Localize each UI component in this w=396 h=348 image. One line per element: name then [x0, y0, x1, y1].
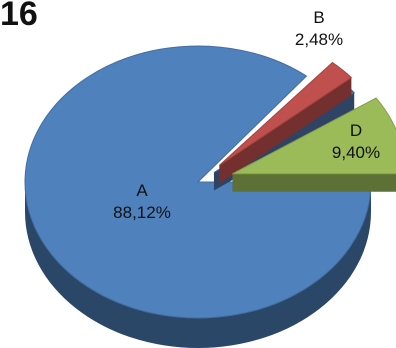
slice-b-cut	[219, 77, 352, 184]
label-b-name: B	[313, 8, 324, 27]
slice-a-side	[25, 182, 371, 348]
slice-b	[218, 61, 353, 166]
label-b-value: 2,48%	[295, 30, 343, 49]
chart-title: 16	[0, 0, 38, 33]
slice-a	[24, 45, 372, 319]
label-a-name: A	[136, 181, 148, 200]
slice-d	[232, 97, 396, 175]
label-d-value: 9,40%	[332, 143, 380, 162]
slice-d-cut	[232, 173, 396, 192]
label-d-name: D	[350, 121, 362, 140]
label-a-value: 88,12%	[113, 203, 171, 222]
